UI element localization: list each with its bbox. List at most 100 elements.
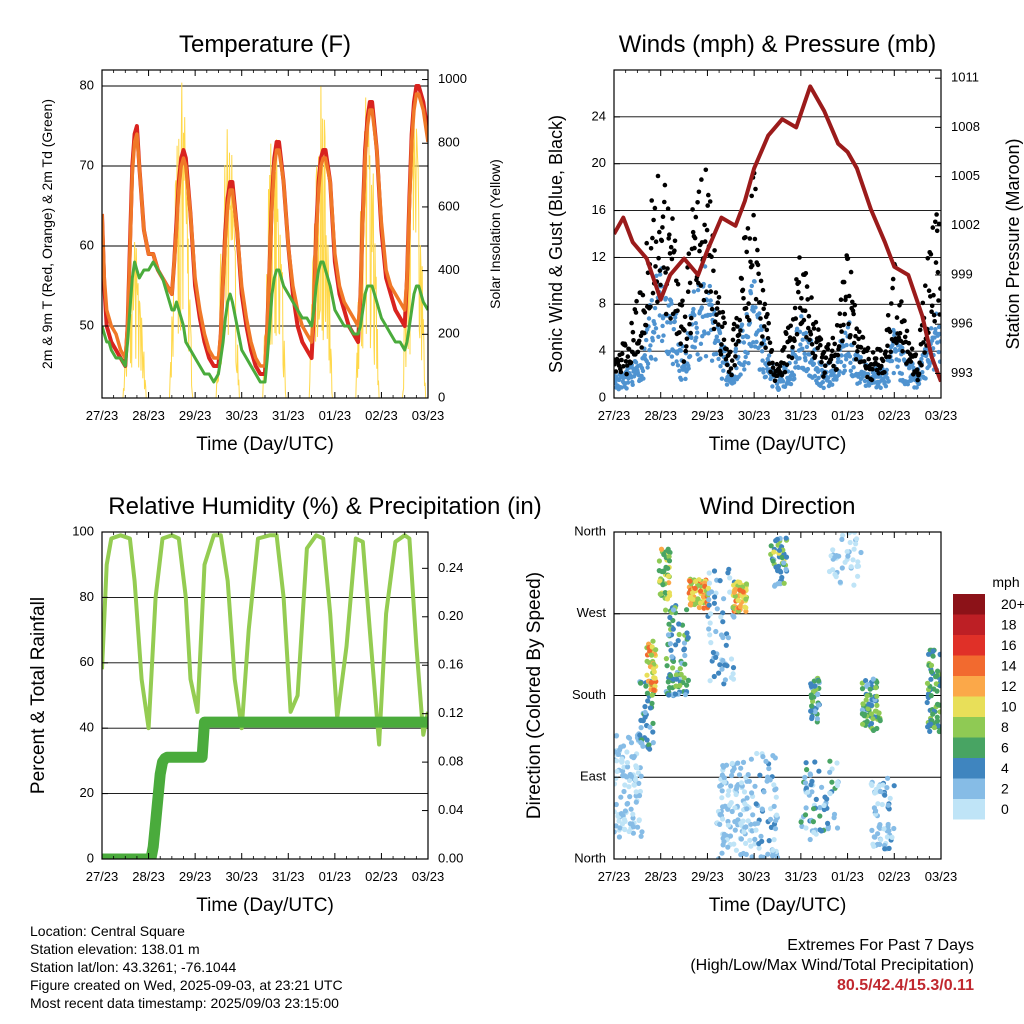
gust-point <box>784 331 789 337</box>
direction-point <box>815 691 821 698</box>
wind-point <box>652 305 658 311</box>
wind-point <box>652 330 657 335</box>
direction-point <box>729 760 735 767</box>
wind-point <box>893 349 898 354</box>
wind-point <box>742 367 747 372</box>
gust-point <box>802 308 808 314</box>
gust-point <box>755 262 761 268</box>
direction-point <box>622 782 628 788</box>
direction-point <box>760 754 766 760</box>
direction-point <box>657 591 663 597</box>
extremes-subtitle: (High/Low/Max Wind/Total Precipitation) <box>690 957 974 974</box>
direction-point <box>706 580 713 586</box>
legend-swatch <box>953 594 985 615</box>
direction-point <box>745 818 751 824</box>
wind-point <box>649 356 654 361</box>
gust-point <box>790 344 795 350</box>
gust-point <box>904 328 910 334</box>
gust-point <box>650 290 656 296</box>
gust-point <box>704 227 710 233</box>
wind-point <box>746 361 751 366</box>
wind-point <box>766 353 772 358</box>
direction-point <box>772 582 778 588</box>
direction-point <box>930 711 936 717</box>
direction-point <box>637 788 644 795</box>
direction-point <box>730 671 736 677</box>
y-right-tick-label: 0.04 <box>438 802 463 817</box>
gust-point <box>670 216 675 221</box>
direction-point <box>617 747 623 753</box>
gust-point <box>733 342 739 347</box>
direction-point <box>934 688 940 694</box>
y-tick-label: 20 <box>592 155 606 170</box>
x-tick-label: 30/23 <box>225 869 258 884</box>
gust-point <box>865 345 871 351</box>
direction-point <box>865 706 871 712</box>
wind-point <box>759 327 764 332</box>
direction-point <box>812 759 818 765</box>
wind-point <box>702 264 708 269</box>
gust-point <box>639 345 644 350</box>
direction-point <box>759 806 766 813</box>
direction-point <box>682 661 688 667</box>
direction-point <box>615 751 622 758</box>
x-tick-label: 30/23 <box>225 408 258 423</box>
wind-point <box>642 353 647 358</box>
gust-point <box>713 290 719 295</box>
y-right-tick-label: 600 <box>438 198 460 213</box>
direction-point <box>677 666 683 672</box>
gust-point <box>932 319 937 324</box>
direction-point <box>884 785 890 791</box>
direction-point <box>753 827 759 833</box>
wind-point <box>645 361 651 366</box>
wind-point <box>862 378 868 384</box>
gust-point <box>856 336 861 342</box>
x-tick-label: 01/23 <box>831 869 864 884</box>
y-tick-label: 0 <box>599 389 606 404</box>
direction-point <box>616 834 623 840</box>
direction-point <box>873 685 879 691</box>
direction-point <box>885 775 891 781</box>
direction-point <box>719 850 725 856</box>
direction-point <box>772 826 779 832</box>
direction-point <box>809 715 815 722</box>
direction-point <box>752 836 758 842</box>
plot-area <box>614 532 941 859</box>
legend-label: 20+ <box>1001 596 1024 612</box>
wind-point <box>751 309 756 314</box>
gust-point <box>854 326 859 332</box>
gust-point <box>716 295 722 300</box>
direction-point <box>624 749 630 755</box>
direction-point <box>803 805 809 811</box>
direction-point <box>877 717 883 723</box>
gust-point <box>658 282 663 288</box>
wind-point <box>895 364 900 369</box>
gust-point <box>682 328 687 333</box>
gust-point <box>689 315 694 321</box>
x-tick-label: 01/23 <box>319 408 352 423</box>
gust-point <box>823 363 828 369</box>
direction-point <box>718 632 725 638</box>
direction-point <box>648 652 655 658</box>
direction-point <box>740 759 747 766</box>
direction-point <box>663 607 669 613</box>
y-tick-label: North <box>574 523 606 538</box>
gust-point <box>766 320 771 326</box>
wind-point <box>691 289 697 294</box>
wind-point <box>630 382 635 387</box>
direction-point <box>636 817 642 824</box>
created-text: Figure created on Wed, 2025-09-03, at 23… <box>30 977 343 993</box>
gust-point <box>933 260 939 265</box>
gust-point <box>762 301 768 307</box>
direction-point <box>714 606 720 612</box>
wind-point <box>761 370 766 375</box>
gust-point <box>743 235 748 240</box>
direction-point <box>830 567 836 573</box>
gust-point <box>729 358 735 363</box>
gust-point <box>674 278 679 284</box>
direction-point <box>651 687 657 693</box>
wind-point <box>753 305 758 310</box>
direction-point <box>614 823 619 829</box>
gust-point <box>709 306 715 312</box>
gust-point <box>752 236 758 242</box>
